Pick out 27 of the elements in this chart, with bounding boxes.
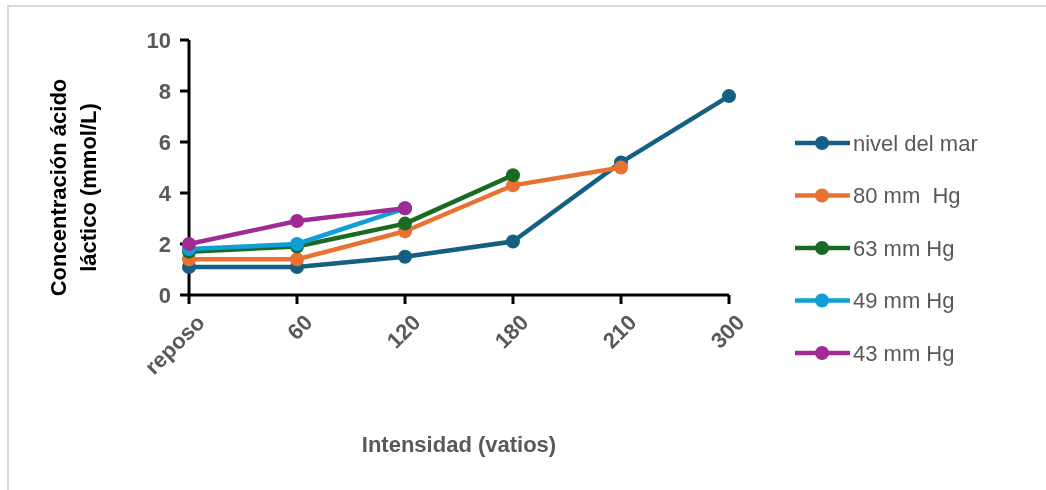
point	[398, 249, 412, 264]
point	[182, 237, 196, 251]
point	[290, 252, 304, 267]
y-tick-label: 8	[158, 78, 171, 104]
legend-label: 80 mm Hg	[853, 183, 961, 209]
point	[614, 160, 628, 175]
point	[722, 89, 736, 104]
x-tick-label: 300	[705, 309, 750, 354]
x-tick-label: 180	[489, 309, 534, 354]
point	[398, 216, 412, 231]
y-tick-label: 2	[158, 231, 171, 257]
x-axis-title: Intensidad (vatios)	[361, 432, 557, 457]
y-axis-title: Concentración ácido láctico (mmol/L)	[46, 78, 101, 297]
x-tick-label: 60	[282, 309, 318, 345]
legend-label: 63 mm Hg	[853, 235, 955, 261]
point	[506, 234, 520, 249]
y-tick-label: 0	[158, 282, 171, 308]
x-tick-label: 210	[597, 309, 642, 354]
y-tick-label: 6	[158, 129, 171, 155]
point	[506, 168, 520, 183]
x-tick-label: 120	[381, 309, 426, 354]
legend-label: 49 mm Hg	[853, 288, 955, 314]
point	[290, 214, 304, 229]
y-tick-label: 10	[146, 27, 171, 53]
y-tick-label: 4	[158, 180, 172, 206]
legend-label: nivel del mar	[853, 130, 978, 156]
legend-label: 43 mm Hg	[853, 340, 955, 366]
